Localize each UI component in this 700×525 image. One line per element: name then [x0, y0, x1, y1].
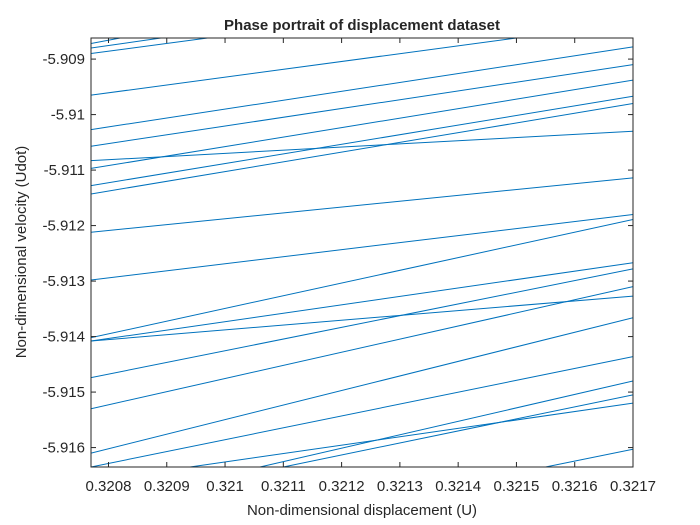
x-tick-label: 0.3216 — [552, 478, 598, 495]
x-axis-ticks: 0.3208 0.3209 0.321 0.3211 0.3212 0.3213 0.321… — [86, 38, 656, 495]
trajectory-segment-5 — [91, 46, 633, 131]
trajectory-segment-19 — [91, 356, 633, 467]
trajectory-segment-17 — [91, 286, 633, 410]
trajectory-segment-4 — [91, 38, 517, 96]
y-tick-label: -5.914 — [42, 329, 85, 346]
x-tick-label: 0.321 — [206, 478, 244, 495]
x-tick-label: 0.3209 — [144, 478, 190, 495]
trajectory-segment-8 — [91, 95, 633, 187]
y-tick-label: -5.911 — [44, 162, 85, 179]
trajectory-segment-18 — [91, 317, 633, 454]
trajectory-segment-3 — [91, 38, 208, 55]
chart-title: Phase portrait of displacement dataset — [224, 17, 500, 34]
plot-area — [91, 38, 633, 467]
trajectory-segment-9 — [91, 102, 633, 195]
trajectory-segment-13 — [91, 218, 633, 339]
y-tick-label: -5.91 — [51, 107, 85, 124]
y-tick-label: -5.909 — [42, 51, 85, 68]
x-axis-label: Non-dimensional displacement (U) — [247, 502, 477, 519]
x-tick-label: 0.3213 — [377, 478, 423, 495]
axes-frame — [90, 37, 634, 468]
trajectory-segment-2 — [91, 38, 162, 49]
trajectory-segment-20 — [259, 380, 633, 467]
y-tick-label: -5.912 — [42, 218, 85, 235]
x-tick-label: 0.3214 — [435, 478, 481, 495]
x-tick-label: 0.3217 — [610, 478, 656, 495]
y-axis-ticks: -5.909 -5.91 -5.911 -5.912 -5.913 -5.914 -5.91… — [42, 51, 633, 457]
y-tick-label: -5.913 — [42, 273, 85, 290]
x-tick-label: 0.3208 — [86, 478, 132, 495]
trajectory-segment-15 — [91, 295, 633, 342]
trajectory-segment-7 — [91, 79, 633, 169]
axes-box — [90, 37, 634, 468]
trajectory-segment-6 — [91, 64, 633, 147]
x-tick-label: 0.3215 — [493, 478, 539, 495]
trajectory-segment-1 — [91, 38, 121, 45]
y-axis-label: Non-dimensional velocity (Udot) — [13, 146, 30, 359]
trajectory-segment-14 — [91, 262, 633, 342]
trajectory-segment-16 — [91, 268, 633, 379]
trajectory-segment-12 — [91, 213, 633, 281]
trajectory-segment-21 — [190, 402, 633, 467]
y-tick-label: -5.915 — [42, 384, 85, 401]
trajectory-segment-10 — [91, 130, 633, 162]
series-layer — [91, 38, 633, 467]
trajectory-segment-22 — [283, 394, 633, 467]
x-tick-label: 0.3211 — [261, 478, 306, 495]
trajectory-segment-23 — [545, 448, 633, 467]
x-tick-label: 0.3212 — [319, 478, 365, 495]
y-tick-label: -5.916 — [42, 440, 85, 457]
trajectory-segment-11 — [91, 177, 633, 233]
